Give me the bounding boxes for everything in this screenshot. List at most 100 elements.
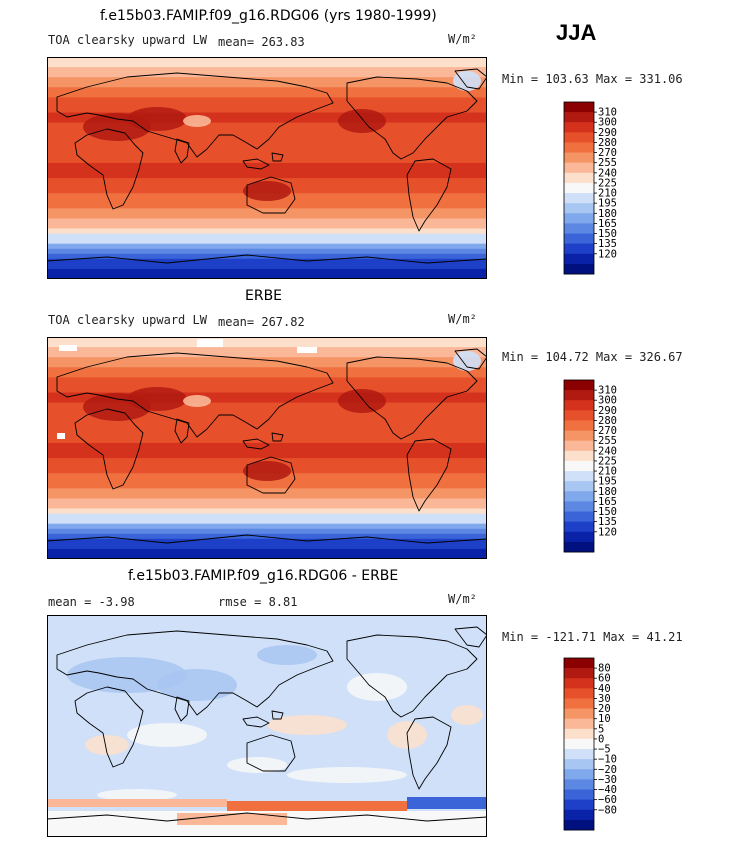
colorbar-box [564, 501, 594, 512]
panel-2-mean: mean= 267.82 [218, 315, 305, 329]
colorbar-tick-label: 310 [598, 107, 617, 119]
coastline [271, 710, 284, 720]
field-band [47, 62, 487, 68]
diff-region [97, 789, 177, 801]
field-band [47, 198, 487, 204]
coastline [74, 128, 144, 210]
colorbar-tick-label: −5 [598, 744, 611, 756]
panel-3-mean: mean = -3.98 [48, 595, 135, 609]
field-band [47, 218, 487, 225]
coastline [346, 356, 478, 440]
panel-3-title: f.e15b03.FAMIP.f09_g16.RDG06 - ERBE [128, 568, 399, 584]
colorbar-box [564, 162, 594, 174]
field-band [47, 548, 487, 555]
colorbar-box [564, 233, 594, 245]
coastline [56, 352, 334, 438]
coastline [246, 456, 296, 494]
field-band [47, 72, 487, 78]
colorbar-box [564, 380, 594, 391]
colorbar-box [564, 688, 594, 699]
colorbar-tick-label: 290 [598, 127, 617, 139]
colorbar-box [564, 511, 594, 523]
colorbar-box [564, 471, 594, 482]
field-band [47, 147, 487, 154]
colorbar-tick-label: 195 [598, 198, 617, 210]
colorbar-tick-label: 20 [598, 703, 611, 715]
colorbar-tick-label: 225 [598, 177, 617, 189]
field-band [47, 377, 487, 384]
colorbar-box [564, 460, 594, 472]
coastline [246, 176, 296, 214]
diff-region [227, 757, 287, 773]
hot-region [338, 109, 386, 133]
colorbar-tick-label: 255 [598, 157, 617, 169]
missing-data [297, 347, 317, 353]
coastline [47, 812, 487, 837]
field-band [47, 243, 487, 250]
colorbar-tick-label: 135 [598, 238, 617, 250]
colorbar-tick-label: 135 [598, 516, 617, 528]
field-band [47, 132, 487, 139]
panel-3-units: W/m² [448, 592, 477, 606]
colorbar-box [564, 769, 594, 780]
colorbar-box [564, 263, 594, 275]
colorbar-tick-label: 300 [598, 395, 617, 407]
field-band [47, 543, 487, 550]
map-frame [47, 615, 487, 837]
colorbar-tick-label: 150 [598, 228, 617, 240]
colorbar-box [564, 531, 594, 543]
coastline [242, 158, 270, 170]
colorbar-tick-label: 180 [598, 486, 617, 498]
colorbar-tick-label: −10 [598, 754, 617, 766]
colorbar-box [564, 410, 594, 421]
field-band [47, 208, 487, 215]
colorbar-box [564, 420, 594, 431]
map-frame [47, 337, 487, 559]
hot-region [338, 389, 386, 413]
colorbar-tick-label: 240 [598, 445, 617, 457]
colorbar-box [564, 521, 594, 533]
field-band [47, 82, 487, 88]
coastline [346, 76, 478, 160]
field-band [47, 437, 487, 444]
colorbar-box [564, 799, 594, 811]
colorbar-box [564, 658, 594, 669]
field-band [47, 412, 487, 419]
colorbar-box [564, 172, 594, 184]
colorbar-tick-label: 270 [598, 147, 617, 159]
colorbar-frame [563, 657, 595, 831]
field-band [47, 382, 487, 389]
colorbar-tick-label: 225 [598, 455, 617, 467]
coastline [174, 418, 190, 444]
colorbar-tick-label: 195 [598, 476, 617, 488]
colorbar-box [564, 440, 594, 452]
coastline [406, 158, 452, 232]
colorbar-box [564, 430, 594, 442]
field-band [47, 553, 487, 559]
field-band [47, 87, 487, 93]
colorbar-box [564, 718, 594, 730]
field-band [47, 392, 487, 399]
diff-band [227, 801, 407, 811]
field-band [47, 523, 487, 530]
panel-1-subtitle: TOA clearsky upward LW [48, 33, 207, 47]
colorbar-box [564, 749, 594, 760]
colorbar-box [564, 728, 594, 740]
field-band [47, 422, 487, 429]
field-band [47, 397, 487, 404]
field-band [47, 97, 487, 104]
colorbar-tick-label: 60 [598, 673, 611, 685]
colorbar-tick-label: 240 [598, 167, 617, 179]
coastline [242, 716, 270, 728]
field-band [47, 228, 487, 235]
coastline [242, 438, 270, 450]
diff-region [257, 645, 317, 665]
colorbar-box [564, 243, 594, 255]
colorbar-box [564, 223, 594, 234]
field-band [47, 248, 487, 255]
field-band [47, 203, 487, 209]
colorbar-box [564, 400, 594, 411]
field-band [47, 268, 487, 275]
colorbar-tick-label: −30 [598, 774, 617, 786]
hot-region [243, 181, 291, 201]
